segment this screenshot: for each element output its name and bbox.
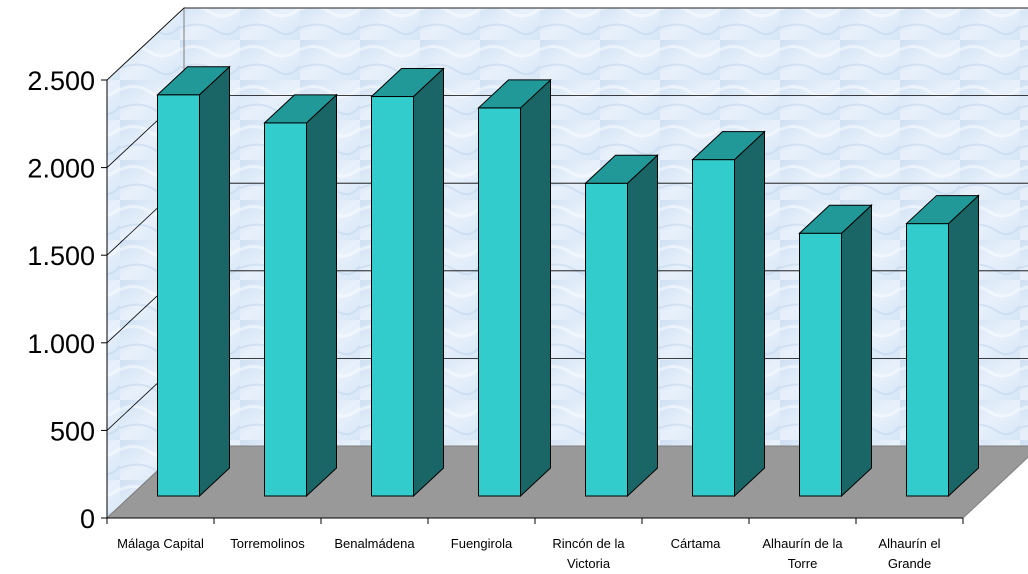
bar-side: [413, 67, 444, 498]
bar-0: [156, 65, 231, 498]
bar-top: [263, 94, 338, 124]
bar-front: [799, 232, 842, 497]
bar-front: [264, 122, 307, 497]
y-tick-label: 2.000: [27, 154, 95, 184]
bar-2: [370, 67, 445, 498]
bar-side: [520, 78, 551, 498]
x-tick-label: Torremolinos: [230, 536, 305, 551]
bar-side: [948, 194, 979, 498]
bar-front: [692, 159, 735, 497]
y-tick-label: 0: [80, 504, 95, 534]
gridline-side: [106, 7, 185, 81]
bar-6: [798, 204, 873, 498]
bar-side: [734, 130, 765, 498]
y-tick-label: 1.500: [27, 241, 95, 271]
bar-top: [905, 195, 980, 225]
bar-top: [477, 79, 552, 109]
bar-top: [798, 204, 873, 234]
x-tick-label: Málaga Capital: [117, 536, 204, 551]
bar-side: [306, 93, 337, 498]
x-tick-label: Grande: [888, 556, 931, 571]
bar-top: [156, 66, 231, 96]
y-tick-label: 2.500: [27, 66, 95, 96]
bar-front: [585, 182, 628, 497]
x-tick-label: Alhaurín el: [878, 536, 940, 551]
bar-5: [691, 130, 766, 498]
bar-top: [370, 68, 445, 98]
bar-front: [478, 107, 521, 497]
bar-front: [906, 223, 949, 497]
bar-side: [199, 65, 230, 498]
bar-1: [263, 93, 338, 498]
x-tick-label: Alhaurín de la: [762, 536, 843, 551]
bar-4: [584, 154, 659, 498]
y-tick-label: 1.000: [27, 329, 95, 359]
bar-3: [477, 78, 552, 498]
x-tick-label: Fuengirola: [451, 536, 513, 551]
bar-7: [905, 194, 980, 498]
y-tick-label: 500: [50, 416, 95, 446]
bar-top: [584, 154, 659, 184]
bar-front: [371, 96, 414, 497]
x-tick-label: Cártama: [671, 536, 722, 551]
bar-top: [691, 131, 766, 161]
floor: [105, 445, 1028, 519]
x-tick-label: Torre: [788, 556, 818, 571]
bar-side: [841, 204, 872, 498]
bar-side: [627, 154, 658, 498]
x-tick-label: Benalmádena: [334, 536, 415, 551]
bar-front: [157, 94, 200, 497]
x-tick-label: Victoria: [567, 556, 611, 571]
x-tick-label: Rincón de la: [552, 536, 625, 551]
